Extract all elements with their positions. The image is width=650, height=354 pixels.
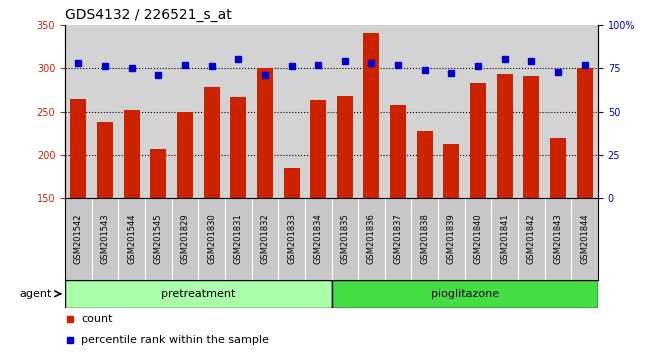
Text: GSM201830: GSM201830: [207, 213, 216, 264]
Bar: [417, 131, 433, 198]
Text: GSM201841: GSM201841: [500, 213, 509, 264]
Text: GSM201843: GSM201843: [554, 213, 562, 264]
Bar: [497, 74, 513, 198]
Text: GSM201834: GSM201834: [314, 213, 322, 264]
Bar: [363, 33, 380, 198]
Text: GSM201832: GSM201832: [261, 213, 269, 264]
Bar: [523, 76, 540, 198]
Bar: [150, 149, 166, 198]
Text: GSM201542: GSM201542: [74, 214, 83, 264]
Bar: [332, 280, 598, 308]
Text: count: count: [81, 314, 112, 324]
Text: GSM201840: GSM201840: [474, 213, 482, 264]
Bar: [443, 144, 460, 198]
Bar: [65, 280, 332, 308]
Bar: [203, 87, 220, 198]
Text: pretreatment: pretreatment: [161, 289, 235, 299]
Text: percentile rank within the sample: percentile rank within the sample: [81, 335, 269, 345]
Bar: [390, 104, 406, 198]
Text: GSM201839: GSM201839: [447, 213, 456, 264]
Bar: [97, 122, 113, 198]
Bar: [283, 168, 300, 198]
Text: GSM201837: GSM201837: [394, 213, 402, 264]
Text: GSM201545: GSM201545: [154, 214, 162, 264]
Bar: [230, 97, 246, 198]
Bar: [577, 68, 593, 198]
Text: GSM201844: GSM201844: [580, 213, 589, 264]
Bar: [177, 112, 193, 198]
Text: GDS4132 / 226521_s_at: GDS4132 / 226521_s_at: [65, 8, 232, 22]
Text: GSM201543: GSM201543: [101, 213, 109, 264]
Bar: [257, 68, 273, 198]
Text: GSM201544: GSM201544: [127, 214, 136, 264]
Bar: [124, 110, 140, 198]
Bar: [337, 96, 353, 198]
Text: GSM201829: GSM201829: [181, 213, 189, 264]
Text: GSM201833: GSM201833: [287, 213, 296, 264]
Text: GSM201842: GSM201842: [527, 213, 536, 264]
Bar: [550, 137, 566, 198]
Text: GSM201835: GSM201835: [341, 213, 349, 264]
Text: agent: agent: [20, 289, 52, 299]
Text: pioglitazone: pioglitazone: [431, 289, 499, 299]
Bar: [310, 100, 326, 198]
Text: GSM201838: GSM201838: [421, 213, 429, 264]
Bar: [470, 83, 486, 198]
Text: GSM201836: GSM201836: [367, 213, 376, 264]
Bar: [70, 98, 86, 198]
Text: GSM201831: GSM201831: [234, 213, 242, 264]
